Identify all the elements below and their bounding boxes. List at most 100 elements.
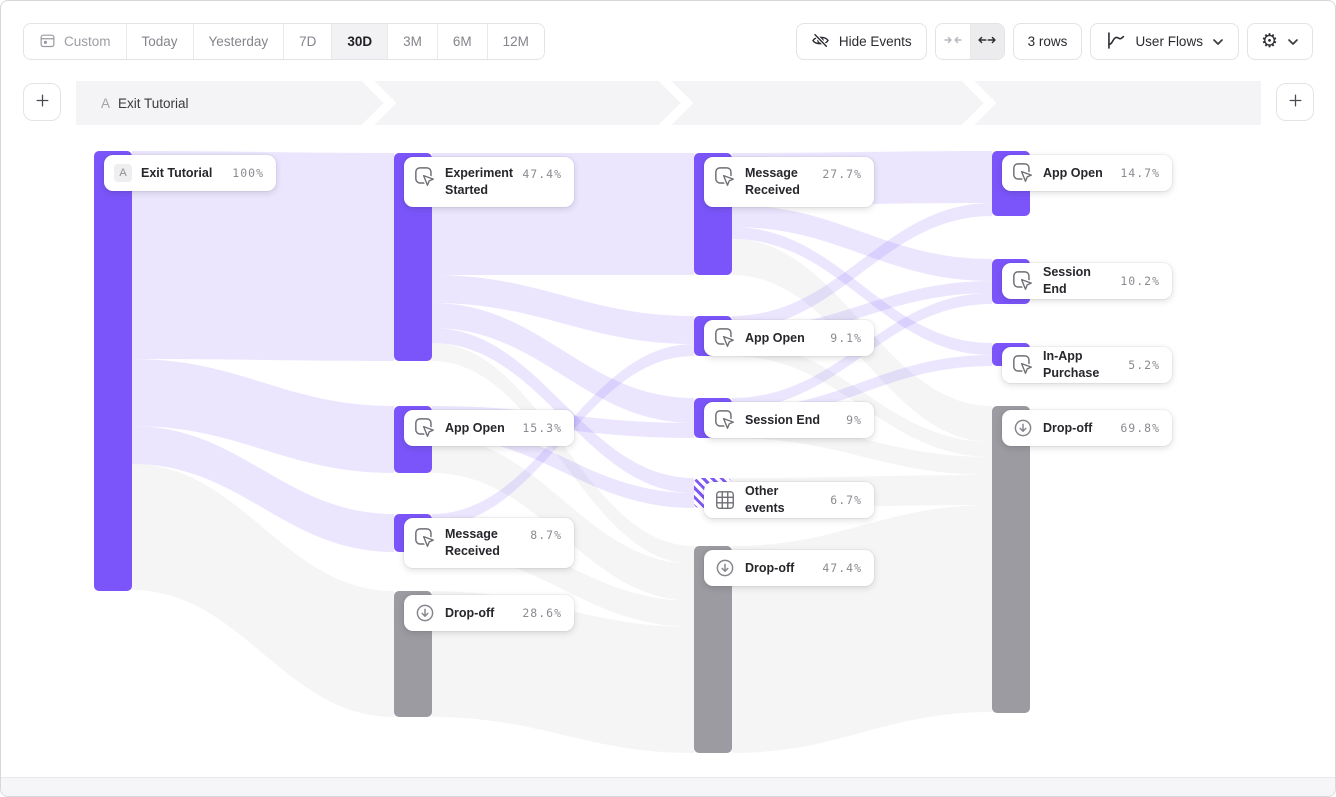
chevron-down-icon — [1212, 34, 1224, 49]
step-title: Exit Tutorial — [118, 95, 189, 111]
flow-node-card-app-open[interactable]: App Open 9.1% — [704, 320, 874, 356]
flow-node-card-app-open[interactable]: App Open 14.7% — [1002, 155, 1172, 191]
flow-node-card-other-events[interactable]: Other events 6.7% — [704, 482, 874, 518]
flow-node-percentage: 9% — [846, 413, 862, 427]
date-range-3m[interactable]: 3M — [387, 24, 437, 59]
flow-node-label: App Open — [1043, 165, 1103, 180]
flow-node-label: In-App Purchase — [1043, 349, 1100, 380]
flow-link[interactable] — [132, 359, 394, 473]
date-range-6m[interactable]: 6M — [436, 24, 487, 59]
date-range-today[interactable]: Today — [125, 24, 193, 59]
arrows-inward-icon — [943, 30, 963, 53]
flow-node-card-message-received[interactable]: Message Received 8.7% — [404, 518, 574, 568]
date-range-label: Today — [141, 34, 178, 49]
flow-node-label: Message Received — [745, 166, 800, 197]
flow-node-label: Drop-off — [445, 605, 495, 620]
flow-link[interactable] — [432, 591, 694, 753]
flow-node-label: Session End — [745, 412, 821, 427]
flow-link[interactable] — [732, 341, 992, 457]
flow-node-card-app-open[interactable]: App Open 15.3% — [404, 410, 574, 446]
flow-link[interactable] — [132, 464, 394, 717]
flow-node-label: App Open — [445, 420, 505, 435]
date-range-7d[interactable]: 7D — [283, 24, 332, 59]
rows-label: 3 rows — [1027, 34, 1068, 49]
click-event-icon — [1012, 162, 1034, 184]
step-letter-badge: A — [114, 164, 132, 182]
date-range-label: 30D — [347, 34, 373, 49]
flow-node-label: Message Received — [445, 527, 500, 558]
flow-node-card-exit-tutorial[interactable]: A Exit Tutorial 100% — [104, 155, 276, 191]
flow-node-card-experiment-started[interactable]: Experiment Started 47.4% — [404, 157, 574, 207]
step-chevron-separators — [361, 81, 997, 125]
footer-strip — [1, 777, 1335, 796]
flow-node-card-message-received[interactable]: Message Received 27.7% — [704, 157, 874, 207]
flow-link[interactable] — [732, 505, 992, 753]
toolbar: Custom Today Yesterday 7D 30D 3M 6M 12M Hide Ev… — [23, 23, 1313, 60]
date-range-label: 3M — [403, 34, 422, 49]
date-range-30d[interactable]: 30D — [331, 24, 388, 59]
gear-icon: ⚙ — [1260, 30, 1278, 52]
flow-link[interactable] — [732, 205, 992, 281]
flow-node-card-session-end[interactable]: Session End 10.2% — [1002, 263, 1172, 299]
flow-node-percentage: 47.4% — [822, 561, 862, 575]
flow-node-card-in-app-purchase[interactable]: In-App Purchase 5.2% — [1002, 347, 1172, 383]
flow-node-card-drop-off[interactable]: Drop-off 69.8% — [1002, 410, 1172, 446]
calendar-icon — [39, 32, 56, 52]
collapse-expand-group — [934, 23, 1005, 60]
flow-chart-icon — [1105, 30, 1126, 54]
flow-node-percentage: 10.2% — [1120, 274, 1160, 288]
click-event-icon — [414, 417, 436, 439]
add-step-end-button[interactable] — [1276, 83, 1314, 121]
click-event-icon — [714, 165, 736, 188]
rows-button[interactable]: 3 rows — [1012, 23, 1083, 60]
flow-node-card-session-end[interactable]: Session End 9% — [704, 402, 874, 438]
plus-icon — [1287, 92, 1304, 112]
flow-link[interactable] — [432, 303, 694, 423]
click-event-icon — [714, 409, 736, 431]
date-range-custom[interactable]: Custom — [24, 24, 126, 59]
hide-events-label: Hide Events — [838, 34, 912, 49]
date-range-label: 6M — [452, 34, 472, 49]
click-event-icon — [1012, 354, 1034, 376]
settings-button[interactable]: ⚙ — [1246, 23, 1313, 60]
flow-node-card-drop-off[interactable]: Drop-off 47.4% — [704, 550, 874, 586]
drop-off-icon — [1012, 417, 1034, 439]
drop-off-icon — [414, 602, 436, 624]
steps-header-band: A Exit Tutorial — [76, 81, 1261, 125]
hide-events-button[interactable]: Hide Events — [795, 23, 927, 60]
flow-node-bar-drop-off[interactable] — [992, 406, 1030, 713]
add-step-start-button[interactable] — [23, 83, 61, 121]
flow-link[interactable] — [732, 227, 992, 355]
flow-node-percentage: 100% — [232, 166, 264, 180]
view-label: User Flows — [1135, 34, 1203, 49]
step-1-header[interactable]: A Exit Tutorial — [101, 81, 189, 125]
flow-node-percentage: 14.7% — [1120, 166, 1160, 180]
flow-node-label: Exit Tutorial — [141, 165, 213, 180]
flow-link[interactable] — [132, 151, 394, 361]
flow-node-card-drop-off[interactable]: Drop-off 28.6% — [404, 595, 574, 631]
flow-link[interactable] — [432, 343, 694, 564]
flow-node-label: Session End — [1043, 265, 1091, 296]
chevron-down-icon — [1287, 34, 1299, 49]
flow-node-label: Drop-off — [745, 560, 795, 575]
flow-link[interactable] — [732, 203, 992, 329]
flow-node-percentage: 8.7% — [530, 528, 562, 542]
flow-link[interactable] — [432, 275, 694, 344]
flow-node-percentage: 69.8% — [1120, 421, 1160, 435]
flow-node-bar-exit-tutorial[interactable] — [94, 151, 132, 591]
date-range-group: Custom Today Yesterday 7D 30D 3M 6M 12M — [23, 23, 545, 60]
date-range-12m[interactable]: 12M — [486, 24, 544, 59]
date-range-yesterday[interactable]: Yesterday — [192, 24, 284, 59]
click-event-icon — [1012, 270, 1034, 292]
flow-node-percentage: 27.7% — [822, 167, 862, 181]
date-range-label: 12M — [502, 34, 529, 49]
flow-link[interactable] — [132, 426, 394, 552]
expand-columns-button[interactable] — [969, 24, 1004, 59]
collapse-columns-button[interactable] — [935, 24, 970, 59]
click-event-icon — [414, 165, 436, 188]
flow-node-label: App Open — [745, 330, 805, 345]
flow-node-label: Experiment Started — [445, 166, 514, 197]
view-selector-button[interactable]: User Flows — [1090, 23, 1239, 60]
click-event-icon — [714, 327, 736, 349]
